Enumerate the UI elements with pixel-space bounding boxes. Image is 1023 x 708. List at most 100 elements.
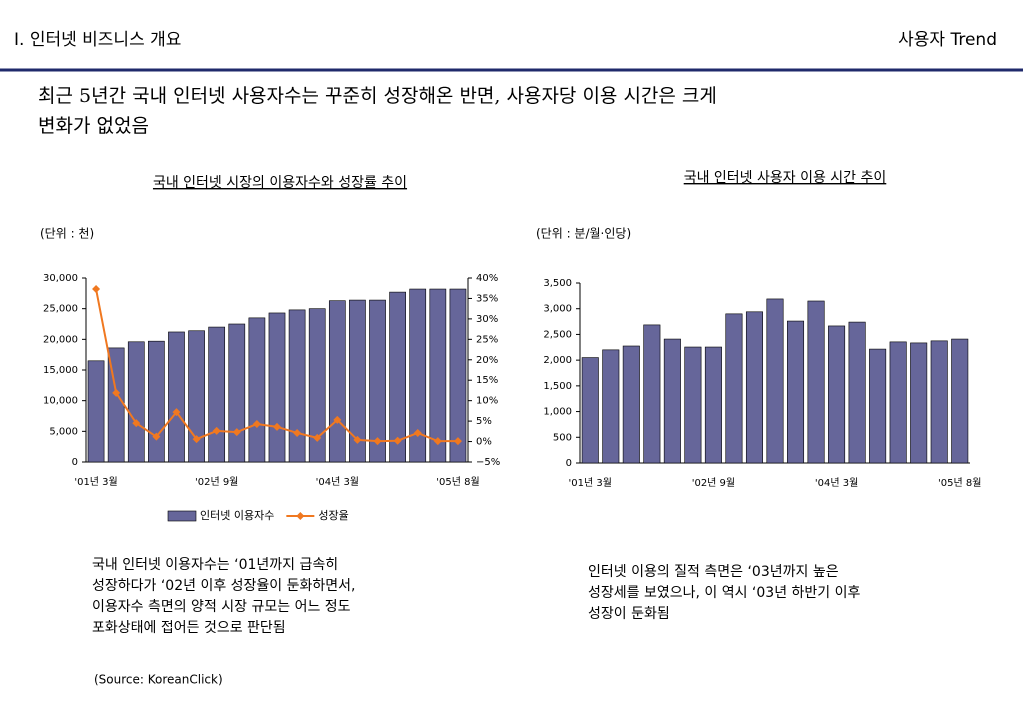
bar (951, 338, 969, 464)
y-tick-label: 30,000 (43, 273, 78, 284)
y-tick-label: 5,000 (49, 426, 78, 437)
line-marker (373, 437, 382, 446)
line-marker (212, 426, 221, 435)
topic-title: 사용자 Trend (898, 30, 997, 50)
y2-tick-label: 5% (476, 416, 492, 427)
line-marker (353, 435, 362, 444)
bar (725, 313, 743, 464)
note-line: 포화상태에 접어든 것으로 판단됨 (92, 620, 286, 636)
x-tick-label: '01년 3월 (74, 476, 117, 488)
note-line: 성장하다가 ‘02년 이후 성장율이 둔화하면서, (92, 578, 355, 594)
bar (910, 342, 928, 464)
bar (766, 298, 784, 464)
y-tick-label: 25,000 (43, 304, 78, 315)
bar (127, 341, 145, 463)
headline: 최근 5년간 국내 인터넷 사용자수는 꾸준히 성장해온 반면, 사용자당 이용… (38, 85, 717, 107)
bar (208, 326, 226, 463)
line-marker (192, 435, 201, 444)
bar (787, 320, 805, 464)
y2-tick-label: −5% (476, 457, 500, 468)
bar (807, 300, 825, 464)
x-tick-label: '02년 9월 (692, 477, 735, 489)
bar (268, 312, 286, 463)
bar (168, 331, 185, 463)
note-line: 성장세를 보였으나, 이 역시 ‘03년 하반기 이후 (588, 585, 860, 601)
legend-swatch (296, 512, 305, 520)
y-tick-label: 20,000 (43, 334, 78, 345)
bar (684, 346, 702, 464)
y-tick-label: 10,000 (43, 396, 78, 407)
bar (869, 348, 887, 464)
bar (328, 300, 346, 463)
legend-label: 성장율 (318, 509, 348, 522)
bar (429, 288, 447, 463)
bar (581, 357, 599, 464)
legend-swatch (167, 510, 197, 522)
y-tick-label: 0 (566, 458, 572, 469)
y2-tick-label: 35% (476, 293, 498, 304)
line-marker (92, 285, 101, 294)
x-tick-label: '01년 3월 (569, 477, 612, 489)
section-title: I. 인터넷 비즈니스 개요 (14, 30, 181, 50)
bar (288, 309, 306, 463)
bar (889, 341, 907, 464)
bar (369, 299, 386, 463)
bar (148, 340, 165, 463)
y2-tick-label: 0% (476, 437, 492, 448)
bar (602, 349, 620, 464)
bar (745, 311, 763, 464)
bar (308, 308, 326, 463)
y-tick-label: 2,000 (543, 355, 572, 366)
bar (389, 291, 406, 463)
note-line: 인터넷 이용의 질적 측면은 ‘03년까지 높은 (588, 564, 839, 580)
x-tick-label: '05년 8월 (436, 476, 479, 488)
note-line: 국내 인터넷 이용자수는 ‘01년까지 급속히 (92, 557, 338, 573)
line-marker (393, 436, 402, 445)
y-tick-label: 1,500 (543, 381, 572, 392)
line-marker (232, 428, 241, 437)
bar (228, 323, 246, 463)
bar (828, 325, 846, 464)
x-tick-label: '02년 9월 (195, 476, 238, 488)
bar (622, 345, 640, 464)
line-marker (293, 428, 302, 437)
unit-label: (단위 : 천) (40, 226, 94, 241)
line-marker (313, 433, 322, 442)
y-tick-label: 15,000 (43, 365, 78, 376)
bar (848, 321, 866, 464)
headline: 변화가 없었음 (38, 115, 149, 137)
y-tick-label: 2,500 (543, 329, 572, 340)
y2-tick-label: 25% (476, 334, 498, 345)
y-tick-label: 0 (72, 457, 78, 468)
source: (Source: KoreanClick) (94, 673, 223, 687)
y-tick-label: 500 (553, 432, 572, 443)
y-tick-label: 3,000 (543, 304, 572, 315)
legend-label: 인터넷 이용자수 (200, 509, 274, 522)
bar (188, 330, 205, 463)
bar (349, 299, 366, 463)
y-tick-label: 1,000 (543, 407, 572, 418)
bar (449, 288, 467, 463)
line-marker (273, 422, 281, 431)
y-tick-label: 3,500 (543, 278, 572, 289)
line-marker (152, 432, 161, 441)
bar (643, 324, 661, 464)
bar (87, 360, 105, 463)
x-tick-label: '05년 8월 (938, 477, 981, 489)
y2-tick-label: 10% (476, 396, 498, 407)
chart-title: 국내 인터넷 사용자 이용 시간 추이 (684, 170, 887, 186)
y2-tick-label: 15% (476, 375, 498, 386)
y2-tick-label: 30% (476, 314, 498, 325)
y2-tick-label: 40% (476, 273, 498, 284)
note-line: 성장이 둔화됨 (588, 606, 670, 622)
x-tick-label: '04년 3월 (316, 476, 359, 488)
bar (704, 346, 722, 464)
unit-label: (단위 : 분/월·인당) (536, 227, 631, 241)
line-marker (132, 419, 141, 428)
line-marker (433, 437, 442, 446)
x-tick-label: '04년 3월 (815, 477, 858, 489)
bar (663, 338, 681, 464)
chart-title: 국내 인터넷 시장의 이용자수와 성장률 추이 (153, 175, 407, 191)
line-marker (252, 419, 261, 428)
